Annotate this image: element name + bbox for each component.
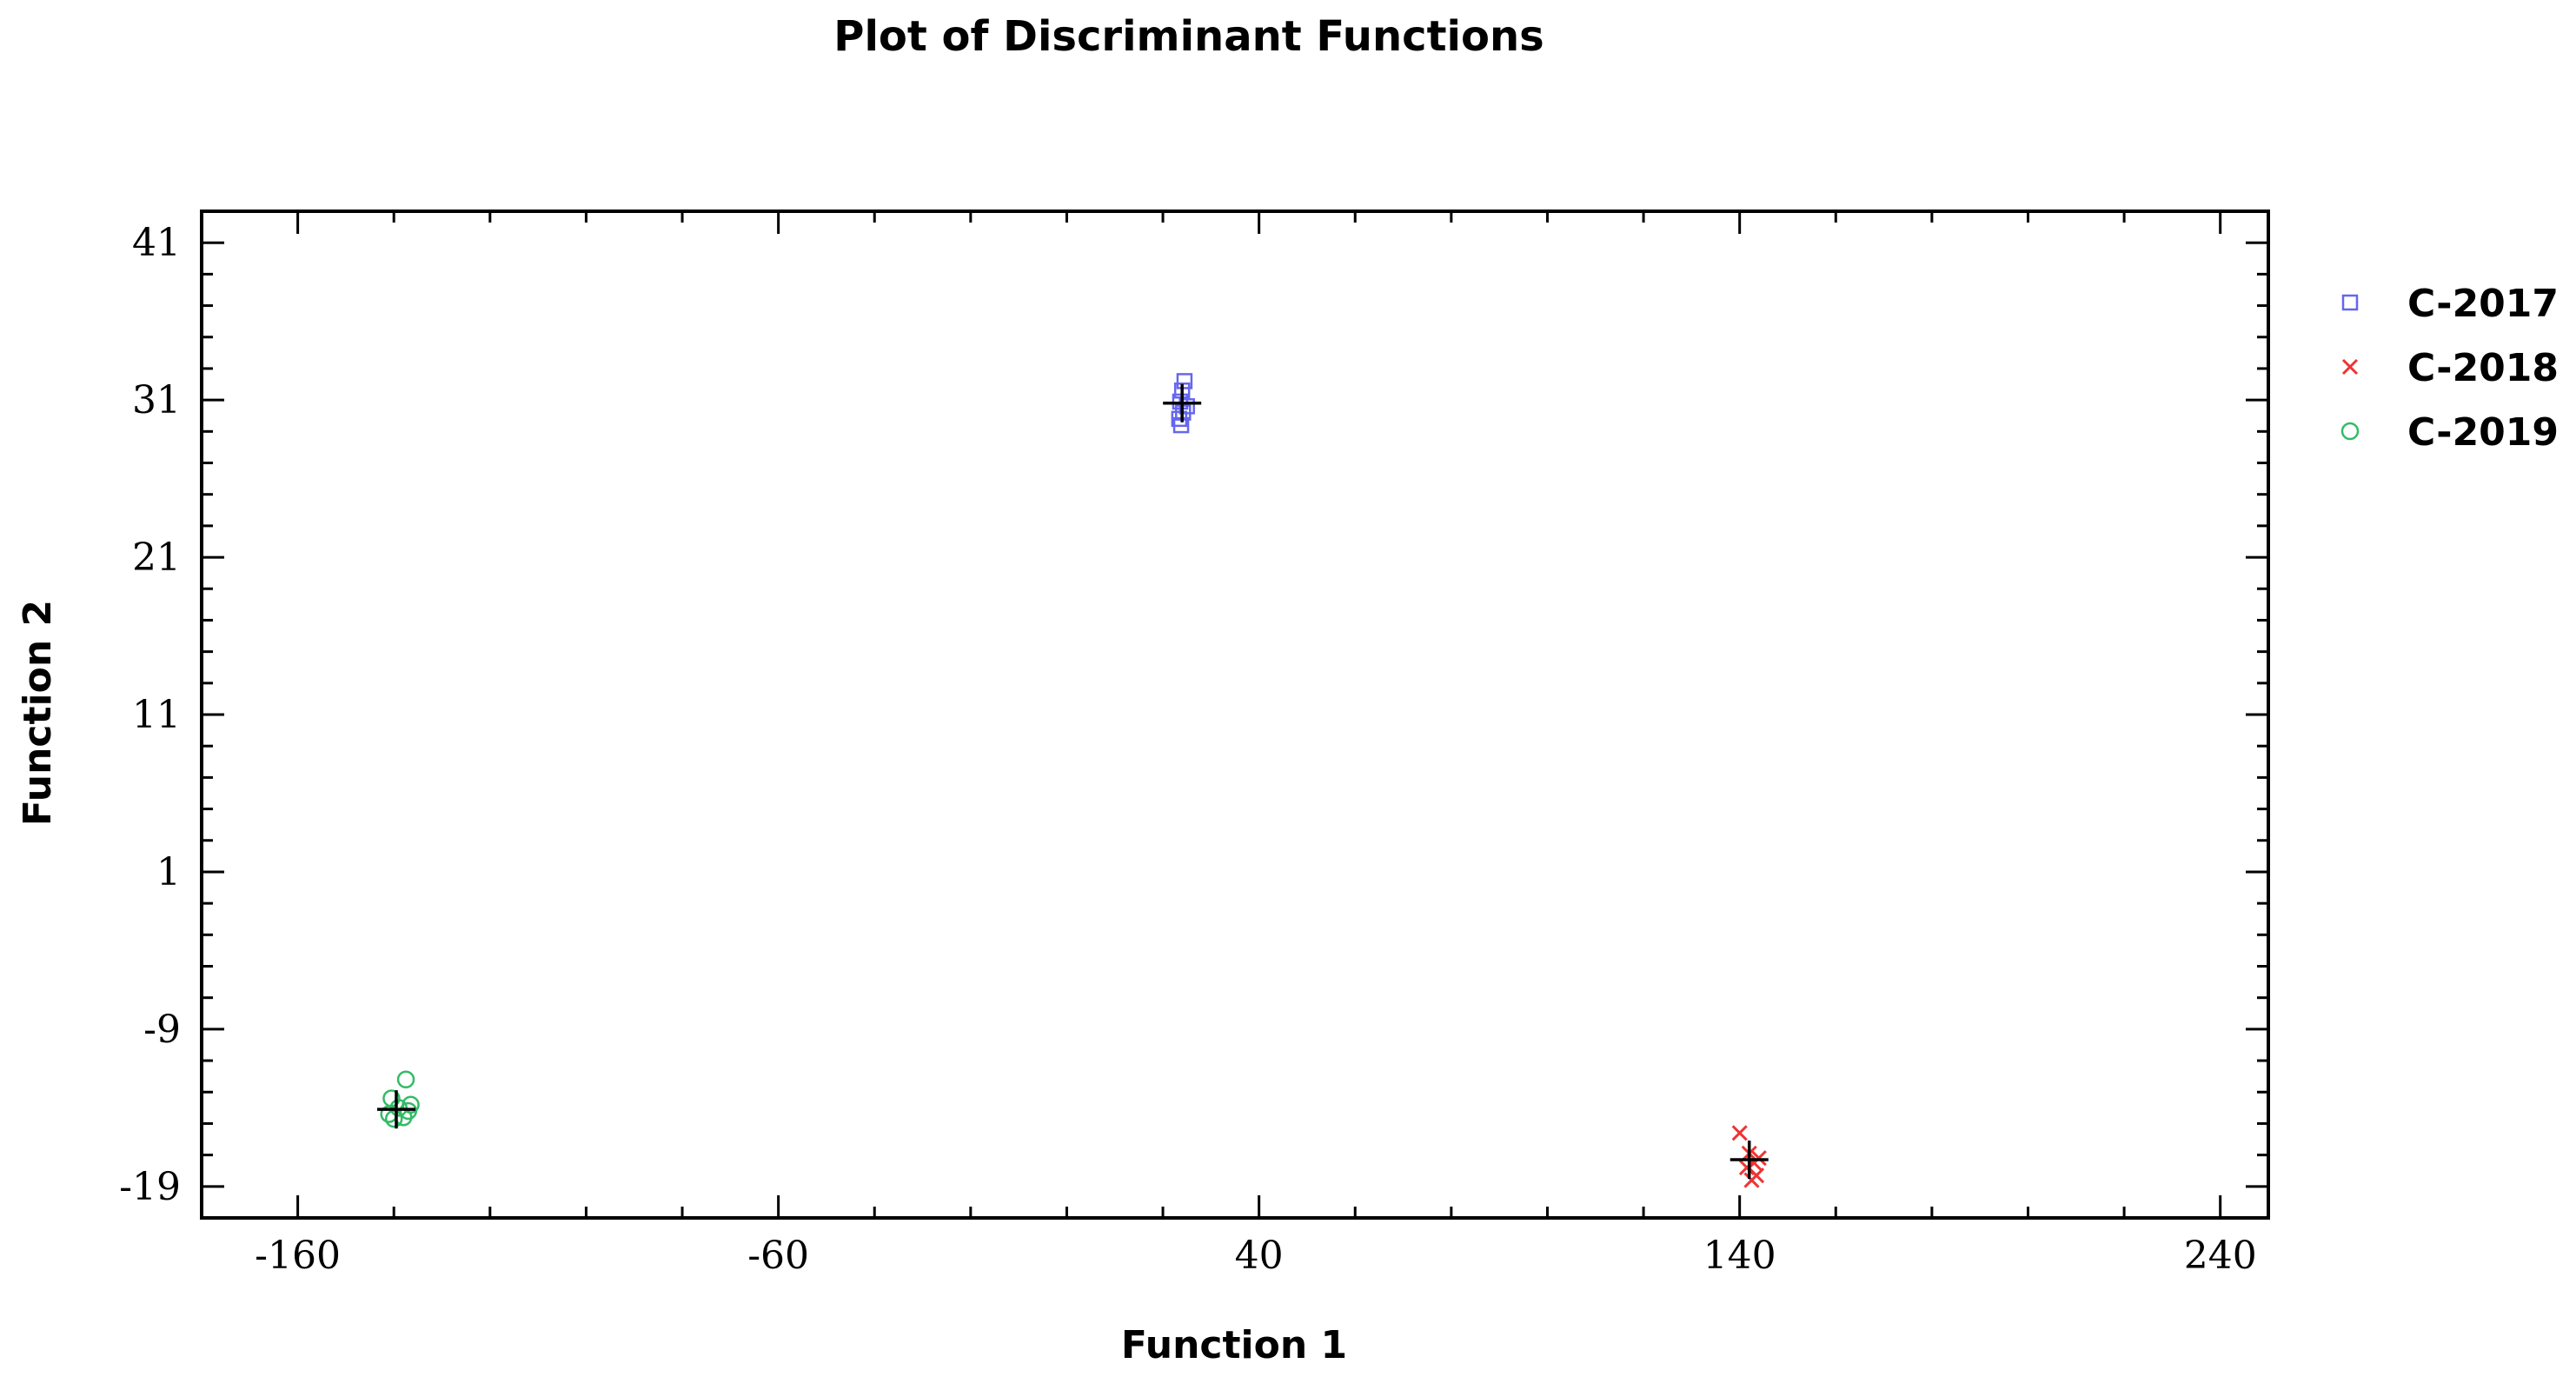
data-points xyxy=(380,373,1767,1188)
data-point-circle xyxy=(389,1099,408,1117)
data-point-circle xyxy=(384,1109,403,1128)
y-axis-label: Function 2 xyxy=(16,600,60,826)
data-point-circle xyxy=(396,1070,415,1089)
y-tick-label: -9 xyxy=(143,1008,181,1052)
y-tick-label: -19 xyxy=(119,1165,181,1209)
legend-marker-x xyxy=(2341,358,2359,376)
x-axis-label: Function 1 xyxy=(1121,1323,1347,1367)
centroid-markers xyxy=(376,383,1769,1180)
centroid-plus xyxy=(1163,383,1202,422)
legend-label: C-2018 xyxy=(2407,346,2559,390)
legend-label: C-2017 xyxy=(2407,282,2559,326)
legend-marker-square xyxy=(2341,294,2359,311)
legend-label: C-2019 xyxy=(2407,410,2559,455)
y-tick-label: 11 xyxy=(132,693,181,737)
data-point-x xyxy=(1731,1125,1748,1141)
legend-marker-circle xyxy=(2340,422,2360,441)
legend: C-2017 C-2018 C-2019 xyxy=(2340,282,2559,455)
plot-frame xyxy=(200,210,2270,1220)
data-point-circle xyxy=(402,1095,420,1114)
data-point-x xyxy=(1743,1172,1760,1188)
x-tick-label: 140 xyxy=(1703,1234,1776,1278)
x-tick-label: -160 xyxy=(255,1234,341,1278)
x-tick-label: -60 xyxy=(747,1234,809,1278)
y-tick-label: 1 xyxy=(156,850,181,895)
y-tick-label: 21 xyxy=(132,536,181,580)
data-point-square xyxy=(1176,373,1193,389)
y-tick-label: 31 xyxy=(132,378,181,422)
centroid-plus xyxy=(1730,1141,1769,1180)
centroid-plus xyxy=(376,1090,415,1129)
chart-title: Plot of Discriminant Functions xyxy=(833,12,1544,61)
data-point-x xyxy=(1750,1150,1767,1167)
y-tick-label: 41 xyxy=(132,221,181,265)
x-tick-label: 240 xyxy=(2184,1234,2257,1278)
x-tick-label: 40 xyxy=(1235,1234,1284,1278)
